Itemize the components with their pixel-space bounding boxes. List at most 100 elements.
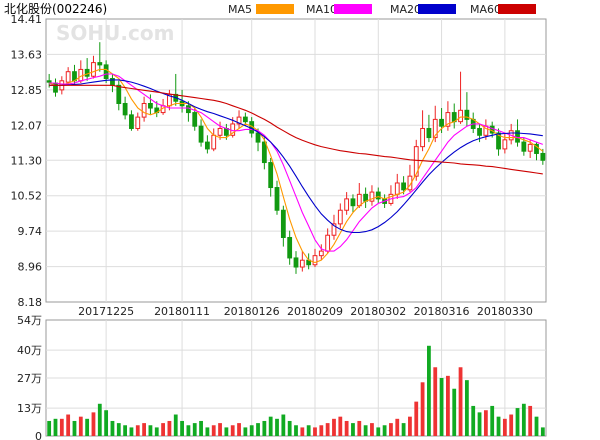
volume-bar xyxy=(534,416,539,436)
volume-bar xyxy=(395,418,400,436)
volume-bar xyxy=(161,423,165,436)
candle-up xyxy=(337,209,343,225)
candle-down xyxy=(198,125,204,143)
candle-down xyxy=(122,102,128,116)
volume-bar xyxy=(154,427,159,436)
volume-tick-label: 27万 xyxy=(17,372,42,385)
volume-bar xyxy=(72,420,77,436)
volume-bar xyxy=(123,425,128,436)
date-axis: 20171225 20180111 20180126 20180209 20180302… xyxy=(78,305,533,318)
legend-label-ma60: MA60 xyxy=(470,3,501,16)
candle-down xyxy=(280,209,286,238)
volume-bar xyxy=(249,425,254,436)
candle-down xyxy=(97,62,103,66)
volume-bar xyxy=(477,412,482,436)
volume-bar xyxy=(306,425,311,436)
candle-up xyxy=(502,139,508,150)
ma-line-ma20 xyxy=(49,79,543,234)
legend-swatch-ma10 xyxy=(334,4,372,14)
volume-bar xyxy=(452,388,457,436)
candle-up xyxy=(91,62,96,77)
volume-bar xyxy=(281,414,286,436)
candle-up xyxy=(141,102,147,118)
legend-label-ma10: MA10 xyxy=(306,3,337,16)
candle-up xyxy=(217,127,223,136)
candle-down xyxy=(375,191,381,200)
candle-up xyxy=(344,198,350,211)
candle-down xyxy=(255,132,261,143)
volume-bar xyxy=(243,427,248,436)
volume-bar xyxy=(515,408,520,436)
candle-down xyxy=(242,116,248,123)
volume-bar xyxy=(439,378,444,436)
volume-bar xyxy=(275,418,279,436)
ma-line-ma60 xyxy=(49,84,543,175)
volume-bar xyxy=(173,414,178,436)
volume-bar xyxy=(338,416,343,436)
volume-bar xyxy=(167,420,172,436)
volume-bar xyxy=(370,423,374,436)
candle-down xyxy=(204,141,210,150)
volume-bar xyxy=(256,423,260,436)
volume-bar xyxy=(230,425,235,436)
volume-bar xyxy=(199,420,203,436)
chart-title: 北化股份(002246) xyxy=(4,2,107,16)
volume-bar xyxy=(313,427,317,436)
candle-down xyxy=(116,84,122,104)
volume-tick-label: 0 xyxy=(35,430,42,440)
volume-bar xyxy=(237,423,241,436)
candle-up xyxy=(312,255,318,266)
volume-bar xyxy=(483,410,488,436)
candle-down xyxy=(268,162,274,189)
candle-down xyxy=(274,187,280,211)
volume-bar xyxy=(446,375,450,436)
candle-up xyxy=(331,223,337,236)
candle-down xyxy=(496,132,501,150)
candle-down xyxy=(521,141,527,152)
volume-bar xyxy=(325,423,330,436)
date-tick-label: 20171225 xyxy=(78,305,134,318)
candle-down xyxy=(192,112,198,127)
date-tick-label: 20180126 xyxy=(224,305,280,318)
candle-down xyxy=(426,127,432,139)
volume-bar xyxy=(389,423,393,436)
volume-bar xyxy=(268,416,273,436)
volume-bar xyxy=(104,410,109,436)
legend: MA5 MA10 MA20 MA60 xyxy=(228,3,536,16)
volume-bar xyxy=(420,382,425,436)
price-tick-label: 14.41 xyxy=(11,13,43,26)
volume-bar xyxy=(142,423,146,436)
candle-down xyxy=(129,114,134,129)
candle-up xyxy=(420,127,425,148)
volume-bar xyxy=(509,414,514,436)
candle-up xyxy=(413,146,419,177)
candle-down xyxy=(439,118,444,127)
candle-down xyxy=(477,127,482,136)
volume-bar xyxy=(186,425,191,436)
candle-up xyxy=(299,259,305,268)
candle-down xyxy=(46,80,52,83)
volume-bar xyxy=(464,380,469,436)
candle-up xyxy=(211,134,217,150)
candle-down xyxy=(186,105,191,114)
volume-bar xyxy=(91,412,96,436)
candle-up xyxy=(318,250,324,257)
volume-bar xyxy=(521,403,526,436)
candle-up xyxy=(394,182,400,195)
volume-bar xyxy=(66,414,71,436)
volume-bar xyxy=(85,418,90,436)
volume-bar xyxy=(458,367,463,436)
volume-bar xyxy=(414,401,419,436)
volume-tick-label: 13万 xyxy=(17,402,42,415)
volume-bar xyxy=(192,423,197,436)
moving-averages xyxy=(49,68,544,264)
legend-label-ma5: MA5 xyxy=(228,3,252,16)
volume-bar xyxy=(351,423,355,436)
candle-up xyxy=(527,143,533,152)
volume-bar xyxy=(319,425,324,436)
volume-bar xyxy=(224,427,229,436)
legend-swatch-ma60 xyxy=(498,4,536,14)
volume-bar xyxy=(344,420,349,436)
price-axis: 14.41 13.63 12.85 12.07 11.30 10.52 9.74 8.96 8.… xyxy=(11,13,43,309)
date-tick-label: 20180330 xyxy=(477,305,533,318)
